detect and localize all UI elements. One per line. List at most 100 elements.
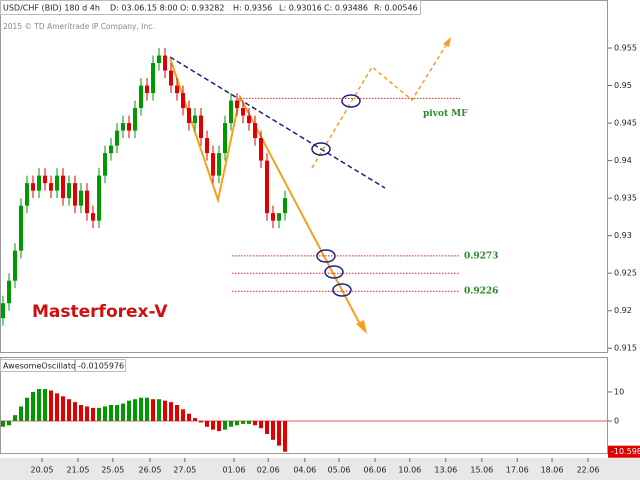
x-tick-label: 06.06 (364, 466, 387, 475)
x-tick-label: 10.06 (398, 466, 421, 475)
y-tick-label: 0.935 (614, 194, 637, 203)
osc-bar (241, 420, 246, 424)
candle-body (133, 108, 138, 131)
x-tick-label: 13.06 (434, 466, 457, 475)
y-tick-label: 10 (614, 387, 624, 396)
osc-bar (181, 409, 186, 421)
x-tick-label: 18.06 (541, 466, 564, 475)
x-tick-label: 27.05 (173, 466, 196, 475)
current-box (608, 445, 640, 458)
highlight (324, 265, 344, 279)
candle-body (145, 85, 150, 94)
osc-bar (199, 420, 204, 423)
candle-body (265, 160, 270, 214)
candle-body (55, 175, 60, 191)
osc-title: AwesomeOscillator (3, 362, 80, 371)
x-tick-label: 21.05 (67, 466, 90, 475)
osc-bar (121, 403, 126, 421)
osc-bar (271, 420, 276, 440)
annotation: Masterforex-V (32, 302, 168, 322)
candle-body (277, 213, 282, 221)
candle-body (205, 138, 210, 154)
y-tick-label: 0.93 (614, 231, 632, 240)
osc-bar (49, 390, 54, 421)
candle-body (25, 183, 30, 206)
osc-bar (97, 407, 102, 421)
y-tick-label: 0.94 (614, 156, 632, 165)
osc-bar (109, 405, 114, 421)
x-tick-label: 22.06 (577, 466, 600, 475)
candle-body (49, 183, 54, 191)
candle-body (151, 63, 156, 94)
osc-bar (91, 407, 96, 421)
arrow-head (356, 320, 367, 334)
osc-bar (265, 420, 270, 435)
osc-bar (67, 399, 72, 421)
candle-body (271, 213, 276, 221)
candle-body (235, 100, 240, 109)
candle-body (139, 85, 144, 109)
date-axis (0, 458, 640, 480)
candle-body (73, 183, 78, 206)
y-tick-label: 0.925 (614, 269, 637, 278)
osc-bar (31, 391, 36, 421)
highlight (311, 142, 331, 156)
osc-bar (169, 402, 174, 421)
osc-bar (55, 393, 60, 421)
highlight (341, 94, 361, 108)
candle-body (103, 153, 108, 176)
candle-body (19, 205, 24, 251)
candle-body (85, 190, 90, 214)
osc-bar (13, 415, 18, 421)
highlight (332, 283, 352, 297)
candle-body (187, 108, 192, 124)
osc-bar (193, 418, 198, 421)
header-date: D: 03.06.15 8:00 (110, 4, 178, 13)
wave-line (169, 57, 363, 329)
osc-bar (253, 420, 258, 426)
osc-bar (175, 405, 180, 421)
candle-body (31, 183, 36, 191)
osc-bar (133, 399, 138, 421)
candle-body (163, 55, 168, 71)
candle-body (175, 85, 180, 94)
candle-body (283, 198, 288, 214)
osc-bar (85, 406, 90, 421)
y-tick-label: 0.945 (614, 119, 637, 128)
osc-title-box (0, 359, 75, 372)
candle-body (229, 100, 234, 124)
x-tick-label: 01.06 (223, 466, 246, 475)
osc-bar (1, 420, 6, 427)
osc-bar (19, 406, 24, 421)
candle-body (109, 145, 114, 154)
osc-bar (139, 397, 144, 421)
level-label: 0.9273 (464, 251, 498, 261)
osc-value: -0.0105976 (78, 362, 124, 371)
candle-body (211, 153, 216, 176)
x-tick-label: 15.06 (470, 466, 493, 475)
osc-bar (7, 420, 12, 426)
osc-bar (127, 400, 132, 421)
osc-bar (37, 389, 42, 421)
osc-bar (229, 420, 234, 427)
level-label: 0.9226 (464, 287, 498, 297)
x-tick-label: 26.05 (139, 466, 162, 475)
header-high: H: 0.9356 (233, 4, 272, 13)
osc-bar (247, 420, 252, 424)
header-box (0, 0, 421, 15)
y-tick-label: 0.915 (614, 344, 637, 353)
candle-body (13, 250, 18, 281)
candle-body (181, 93, 186, 109)
candle-body (91, 213, 96, 221)
osc-bar (217, 420, 222, 432)
y-tick-label: 0 (614, 416, 619, 425)
candle-body (127, 123, 132, 131)
osc-bar (235, 420, 240, 426)
y-tick-label: 0.92 (614, 306, 632, 315)
candle-body (193, 115, 198, 124)
projection-line (311, 41, 449, 169)
candle-body (199, 115, 204, 139)
x-tick-label: 05.06 (328, 466, 351, 475)
y-tick-label: 0.95 (614, 81, 632, 90)
candle-body (157, 55, 162, 64)
